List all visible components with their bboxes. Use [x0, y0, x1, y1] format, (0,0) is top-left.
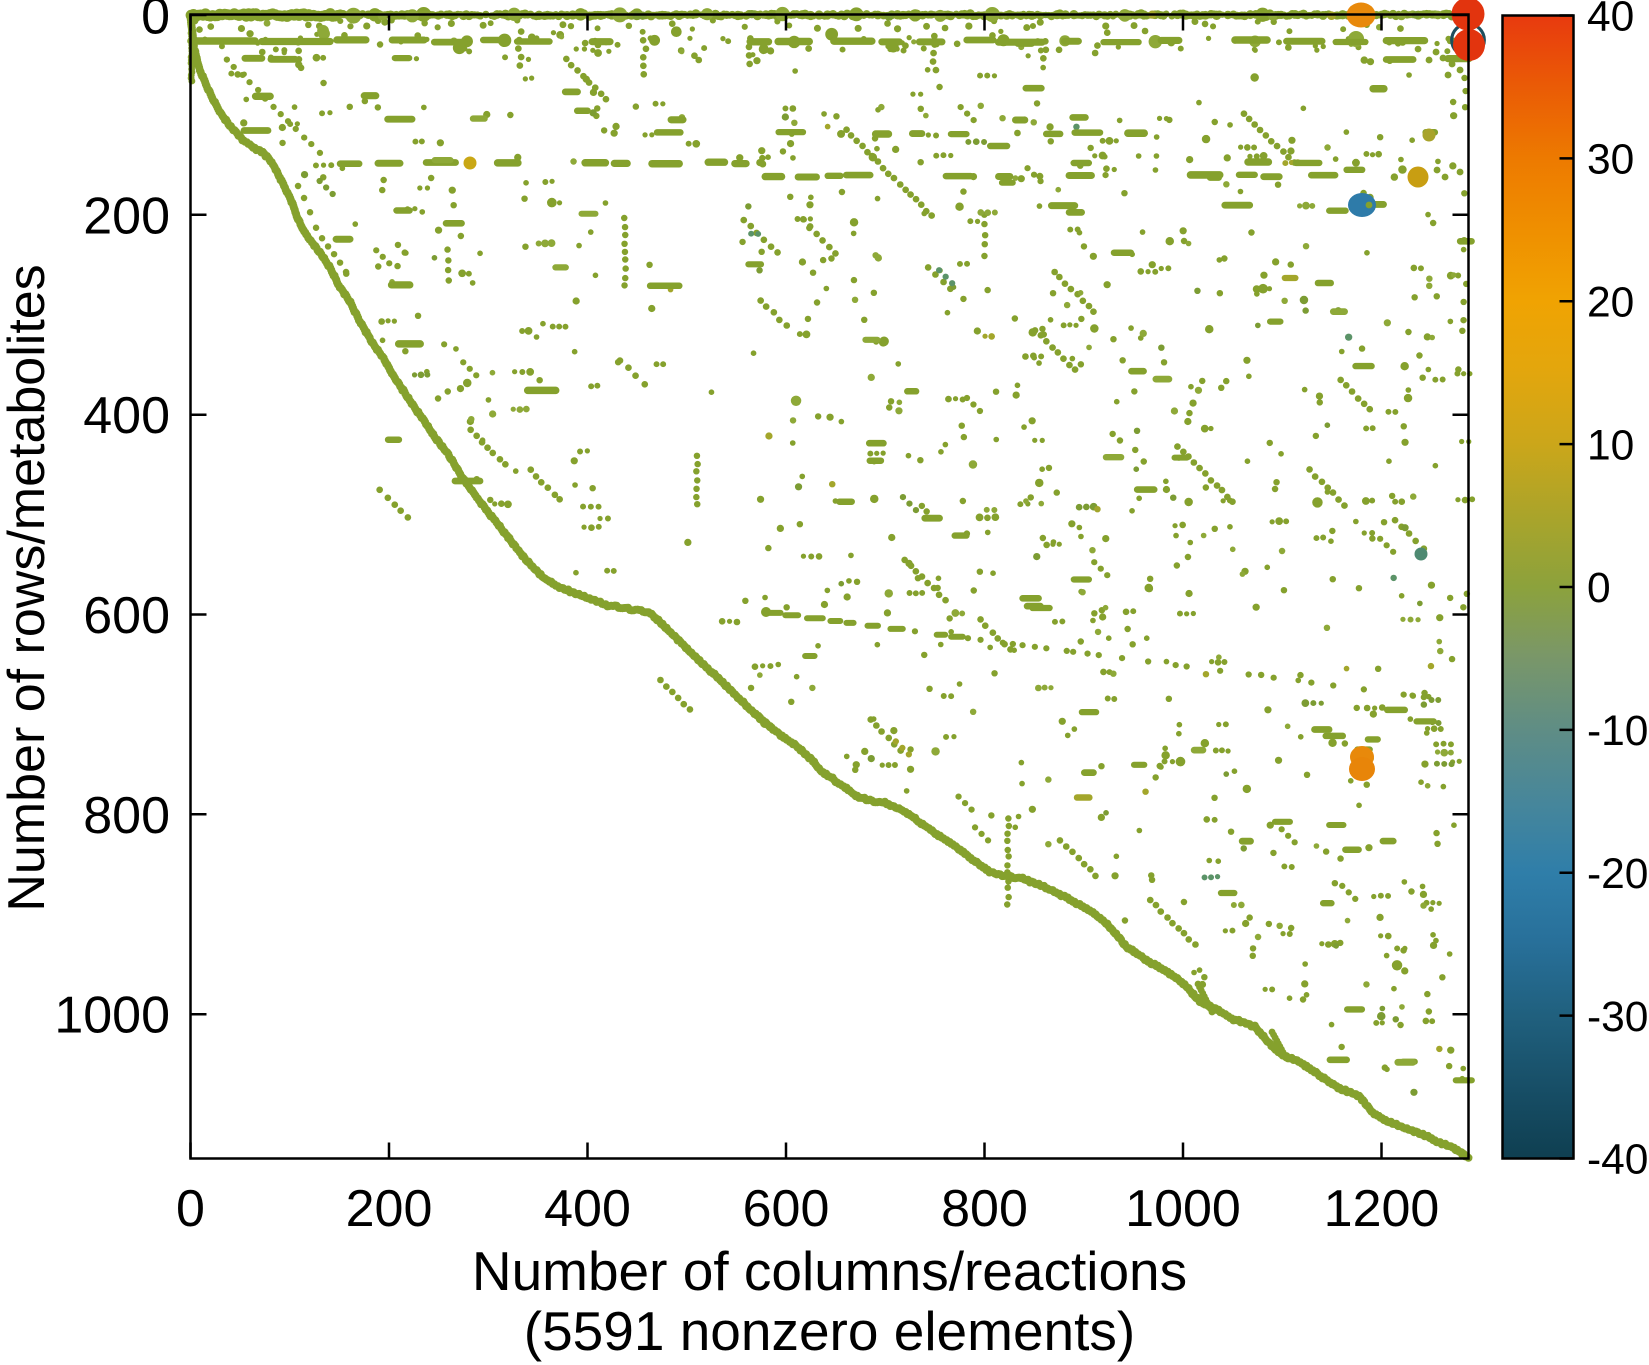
- svg-text:400: 400: [83, 387, 170, 445]
- svg-text:30: 30: [1587, 137, 1634, 184]
- svg-text:0: 0: [141, 0, 170, 46]
- svg-text:600: 600: [743, 1180, 830, 1238]
- svg-text:1000: 1000: [1125, 1180, 1241, 1238]
- svg-text:1200: 1200: [1324, 1180, 1440, 1238]
- svg-text:200: 200: [83, 187, 170, 245]
- svg-text:40: 40: [1587, 0, 1634, 41]
- svg-text:600: 600: [83, 587, 170, 645]
- svg-text:800: 800: [83, 787, 170, 845]
- svg-text:-30: -30: [1587, 994, 1648, 1041]
- svg-text:Number of columns/reactions: Number of columns/reactions: [472, 1240, 1187, 1302]
- svg-text:800: 800: [941, 1180, 1028, 1238]
- svg-text:10: 10: [1587, 422, 1634, 469]
- svg-text:-40: -40: [1587, 1137, 1648, 1184]
- svg-text:0: 0: [176, 1180, 205, 1238]
- svg-text:-10: -10: [1587, 708, 1648, 755]
- svg-text:400: 400: [544, 1180, 631, 1238]
- svg-text:20: 20: [1587, 279, 1634, 326]
- svg-text:0: 0: [1587, 565, 1611, 612]
- svg-text:Number of rows/metabolites: Number of rows/metabolites: [0, 264, 56, 911]
- svg-text:200: 200: [346, 1180, 433, 1238]
- svg-text:(5591 nonzero elements): (5591 nonzero elements): [524, 1300, 1135, 1362]
- svg-text:1000: 1000: [54, 987, 170, 1045]
- svg-text:-20: -20: [1587, 851, 1648, 898]
